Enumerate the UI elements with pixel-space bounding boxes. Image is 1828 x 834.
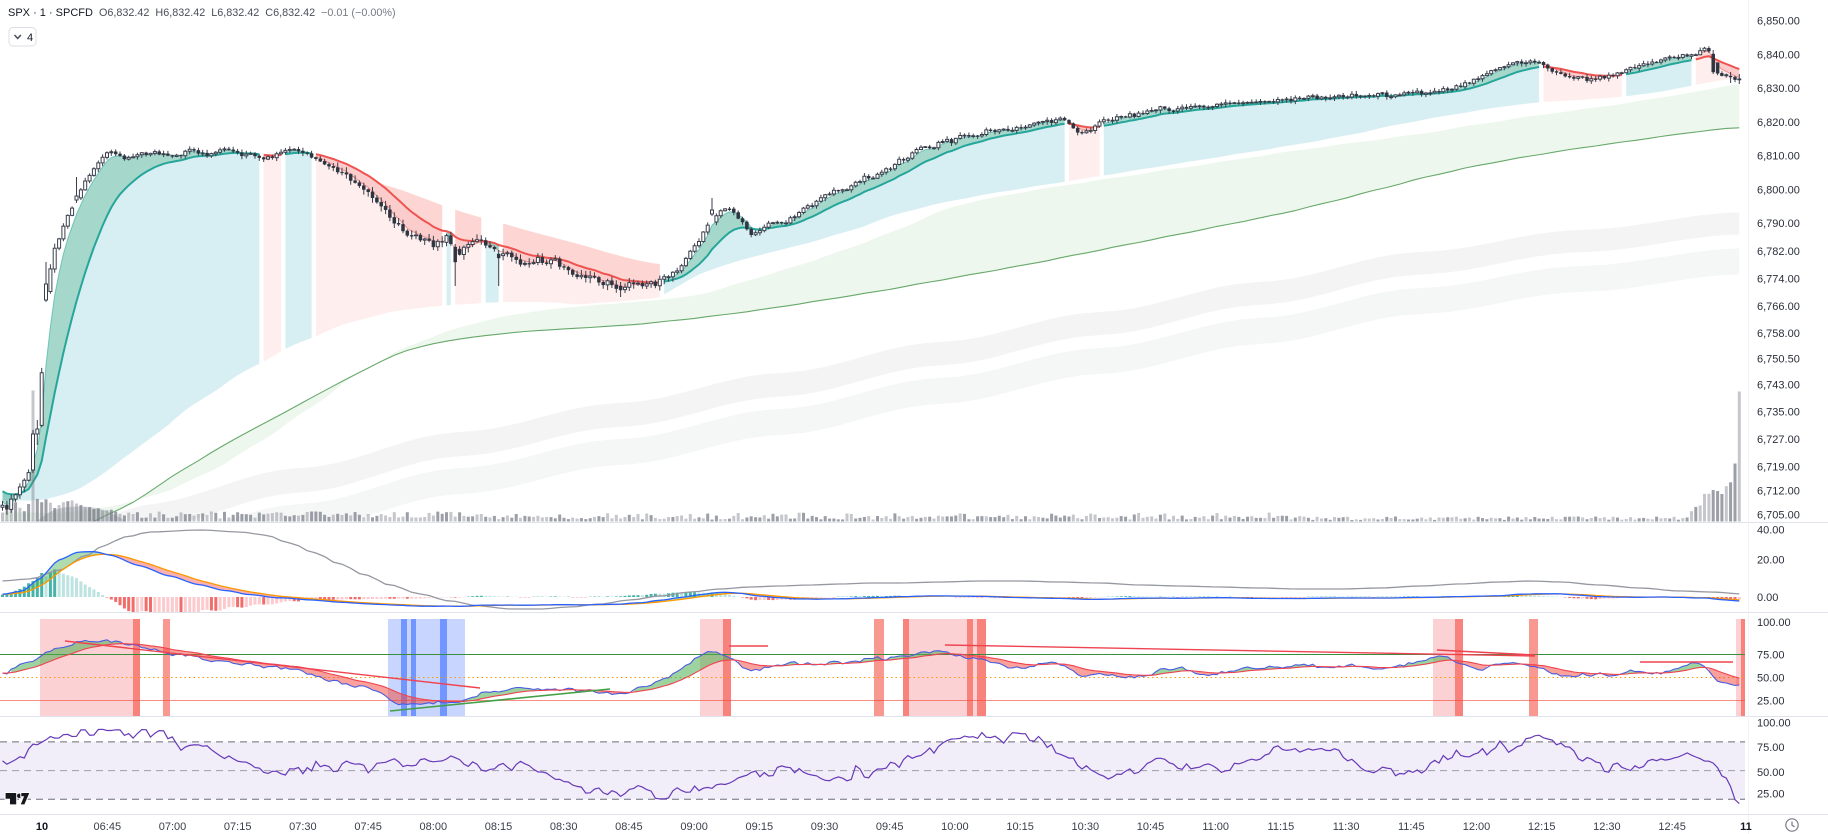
svg-text:100.00: 100.00 (1757, 617, 1791, 629)
svg-text:6,766.00: 6,766.00 (1757, 301, 1800, 313)
svg-text:07:00: 07:00 (159, 821, 187, 833)
svg-text:06:45: 06:45 (94, 821, 122, 833)
svg-text:75.00: 75.00 (1757, 742, 1785, 754)
svg-text:50.00: 50.00 (1757, 673, 1785, 685)
svg-text:07:45: 07:45 (354, 821, 382, 833)
svg-text:6,743.00: 6,743.00 (1757, 379, 1800, 391)
svg-text:6,830.00: 6,830.00 (1757, 83, 1800, 95)
svg-text:10:00: 10:00 (941, 821, 969, 833)
svg-text:11:30: 11:30 (1333, 821, 1360, 833)
svg-text:12:15: 12:15 (1528, 821, 1556, 833)
svg-text:11:00: 11:00 (1202, 821, 1229, 833)
svg-text:6,782.00: 6,782.00 (1757, 246, 1800, 258)
svg-text:6,800.00: 6,800.00 (1757, 184, 1800, 196)
svg-text:25.00: 25.00 (1757, 696, 1785, 708)
svg-text:SPX · 1 · SPCFD: SPX · 1 · SPCFD (8, 7, 93, 19)
svg-text:10:45: 10:45 (1137, 821, 1165, 833)
svg-text:08:45: 08:45 (615, 821, 643, 833)
svg-text:6,735.00: 6,735.00 (1757, 407, 1800, 419)
svg-text:4: 4 (27, 32, 33, 44)
svg-text:6,750.50: 6,750.50 (1757, 353, 1800, 365)
svg-text:6,719.00: 6,719.00 (1757, 461, 1800, 473)
svg-text:6,840.00: 6,840.00 (1757, 49, 1800, 61)
svg-text:09:30: 09:30 (811, 821, 839, 833)
svg-text:6,790.00: 6,790.00 (1757, 218, 1800, 230)
svg-text:50.00: 50.00 (1757, 767, 1785, 779)
svg-text:6,850.00: 6,850.00 (1757, 16, 1800, 28)
svg-text:6,810.00: 6,810.00 (1757, 151, 1800, 163)
svg-text:6,758.00: 6,758.00 (1757, 328, 1800, 340)
svg-text:10:15: 10:15 (1006, 821, 1034, 833)
svg-text:20.00: 20.00 (1757, 555, 1785, 567)
svg-text:40.00: 40.00 (1757, 525, 1785, 537)
svg-text:11:45: 11:45 (1398, 821, 1425, 833)
svg-text:07:15: 07:15 (224, 821, 252, 833)
svg-text:09:00: 09:00 (680, 821, 708, 833)
svg-text:12:30: 12:30 (1593, 821, 1621, 833)
svg-text:6,727.00: 6,727.00 (1757, 434, 1800, 446)
svg-text:09:45: 09:45 (876, 821, 904, 833)
svg-text:6,774.00: 6,774.00 (1757, 273, 1800, 285)
svg-text:10:30: 10:30 (1072, 821, 1100, 833)
svg-text:6,820.00: 6,820.00 (1757, 117, 1800, 129)
svg-text:6,705.00: 6,705.00 (1757, 509, 1800, 521)
svg-text:08:00: 08:00 (420, 821, 448, 833)
svg-text:11:15: 11:15 (1268, 821, 1295, 833)
svg-text:25.00: 25.00 (1757, 789, 1785, 801)
svg-text:12:45: 12:45 (1658, 821, 1686, 833)
svg-text:0.00: 0.00 (1757, 592, 1778, 604)
svg-text:12:00: 12:00 (1463, 821, 1491, 833)
svg-text:08:30: 08:30 (550, 821, 578, 833)
svg-text:07:30: 07:30 (289, 821, 317, 833)
svg-text:75.00: 75.00 (1757, 650, 1785, 662)
svg-text:10: 10 (36, 821, 48, 833)
svg-text:09:15: 09:15 (746, 821, 774, 833)
svg-text:11: 11 (1740, 821, 1752, 833)
svg-text:08:15: 08:15 (485, 821, 513, 833)
svg-text:O6,832.42 H6,832.42 L6,832.4: O6,832.42 H6,832.42 L6,832.42 C6,832.42 … (99, 7, 396, 19)
svg-text:6,712.00: 6,712.00 (1757, 485, 1800, 497)
svg-text:100.00: 100.00 (1757, 718, 1791, 730)
